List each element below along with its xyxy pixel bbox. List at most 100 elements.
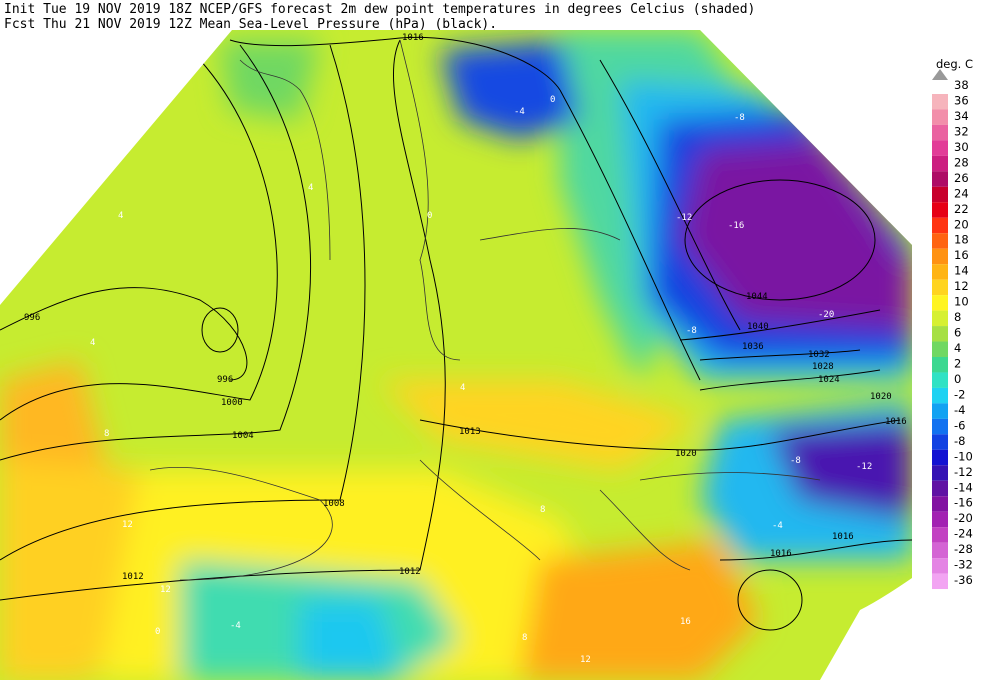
pressure-label: 1004	[232, 431, 254, 441]
dewpoint-label: -8	[790, 456, 801, 466]
legend-swatch	[932, 233, 948, 249]
legend-label: -10	[954, 449, 973, 463]
legend-label: 22	[954, 202, 969, 216]
legend-swatch	[932, 94, 948, 110]
pressure-label: 1000	[221, 398, 243, 408]
legend-swatch	[932, 109, 948, 125]
legend-label: -36	[954, 573, 973, 587]
legend-label: 30	[954, 140, 969, 154]
legend-swatch	[932, 480, 948, 497]
legend-swatch	[932, 310, 948, 327]
legend-title: deg. C	[936, 57, 973, 71]
legend-swatch	[932, 527, 948, 543]
legend-swatch	[932, 124, 948, 141]
legend-label: -16	[954, 496, 973, 510]
dewpoint-label: 4	[308, 183, 313, 193]
dewpoint-label: -8	[686, 326, 697, 336]
pressure-label: 1016	[832, 532, 854, 542]
legend-label: -32	[954, 558, 973, 572]
legend-swatch	[932, 542, 948, 559]
legend-swatch	[932, 248, 948, 265]
legend-label: -14	[954, 480, 973, 494]
map-area	[0, 30, 912, 680]
legend-swatch	[932, 140, 948, 156]
legend-label: 16	[954, 248, 969, 262]
pressure-label: 1040	[747, 322, 769, 332]
legend-swatch	[932, 403, 948, 419]
dewpoint-label: 8	[104, 429, 109, 439]
legend-label: -24	[954, 527, 973, 541]
dewpoint-label: -4	[514, 107, 525, 117]
dewpoint-label: 4	[118, 211, 123, 221]
pressure-labels: 1016 996 996 1000 1004 1008 1012 1012 10…	[24, 33, 907, 582]
pressure-label: 1036	[742, 342, 764, 352]
legend-label: 2	[954, 356, 961, 370]
legend-label: 18	[954, 233, 969, 247]
legend-label: 8	[954, 310, 961, 324]
legend-swatch	[932, 418, 948, 435]
legend-label: -6	[954, 418, 965, 432]
pressure-label: 1024	[818, 375, 840, 385]
dewpoint-label: -8	[734, 113, 745, 123]
legend-label: -12	[954, 465, 973, 479]
legend-swatch	[932, 155, 948, 172]
pressure-label: 1044	[746, 292, 768, 302]
legend-swatch	[932, 326, 948, 342]
pressure-label: 1032	[808, 350, 830, 360]
header-line: Init Tue 19 NOV 2019 18Z NCEP/GFS foreca…	[4, 2, 755, 17]
dewpoint-label: -4	[772, 521, 783, 531]
dewpoint-labels: 4 4 4 4 8 12 12 0 -4 0 -8 -12 -16 -20 -8…	[90, 95, 872, 665]
dewpoint-label: 4	[460, 383, 465, 393]
dewpoint-label: 12	[122, 520, 133, 530]
dewpoint-label: 0	[155, 627, 160, 637]
legend-label: 28	[954, 155, 969, 169]
coastlines	[149, 39, 821, 581]
isobars	[0, 36, 912, 631]
legend-label: -8	[954, 434, 965, 448]
legend-label: 34	[954, 109, 969, 123]
pressure-label: 1016	[885, 417, 907, 427]
pressure-label: 1012	[122, 572, 144, 582]
dewpoint-label: 16	[680, 617, 691, 627]
legend-swatch	[932, 295, 948, 311]
legend-swatch	[932, 496, 948, 512]
pressure-label: 996	[217, 375, 233, 385]
dewpoint-label: -16	[728, 221, 744, 231]
legend-swatch	[932, 558, 948, 574]
dewpoint-label: 12	[580, 655, 591, 665]
legend-swatch	[932, 434, 948, 450]
legend-label: -4	[954, 403, 965, 417]
dewpoint-label: 0	[427, 211, 432, 221]
dewpoint-label: -4	[230, 621, 241, 631]
legend-label: 32	[954, 124, 969, 138]
legend-swatch	[932, 171, 948, 187]
pressure-label: 1016	[402, 33, 424, 43]
legend-label: 0	[954, 372, 961, 386]
legend-label: 24	[954, 186, 969, 200]
legend-swatch	[932, 202, 948, 218]
legend-swatch	[932, 341, 948, 357]
legend-swatch	[932, 465, 948, 481]
pressure-label: 1028	[812, 362, 834, 372]
pressure-label: 1020	[870, 392, 892, 402]
legend-label: -20	[954, 511, 973, 525]
pressure-label: 1016	[770, 549, 792, 559]
header-line: Fcst Thu 21 NOV 2019 12Z Mean Sea-Level …	[4, 17, 497, 32]
legend-label: -28	[954, 542, 973, 556]
legend-label: 6	[954, 326, 961, 340]
dewpoint-label: -12	[676, 213, 692, 223]
legend-label: 26	[954, 171, 969, 185]
pressure-label: 1012	[399, 567, 421, 577]
legend-swatch	[932, 449, 948, 466]
legend-swatch	[932, 264, 948, 280]
legend-swatch	[932, 511, 948, 528]
pressure-label: 1008	[323, 499, 345, 509]
pressure-label: 1013	[459, 427, 481, 437]
dewpoint-label: 4	[90, 338, 95, 348]
dewpoint-label: -20	[818, 310, 834, 320]
legend-swatch	[932, 186, 948, 203]
color-legend: deg. C 38 363432302826242220181614121086…	[932, 57, 973, 590]
pressure-label: 996	[24, 313, 40, 323]
legend-label: 4	[954, 341, 961, 355]
